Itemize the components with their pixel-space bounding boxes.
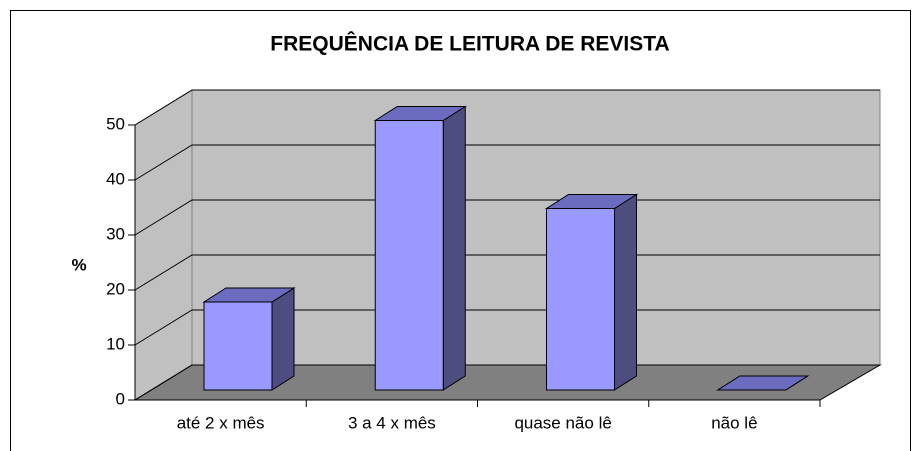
side-wall — [134, 89, 193, 401]
chart-title: FREQUÊNCIA DE LEITURA DE REVISTA — [270, 32, 669, 56]
y-tick-label: 40 — [106, 169, 125, 188]
y-tick-label: 50 — [106, 114, 125, 133]
bar-side — [442, 105, 466, 391]
back-wall — [191, 89, 881, 366]
x-tick-label: não lê — [711, 413, 757, 432]
bar — [716, 375, 810, 391]
y-tick-label: 30 — [106, 224, 125, 243]
bar-front — [546, 208, 615, 391]
bar-side — [271, 287, 295, 391]
grid-line — [134, 254, 880, 291]
y-axis-label: % — [71, 255, 86, 274]
grid-line — [134, 144, 880, 181]
bar — [373, 105, 467, 391]
bar-front — [374, 120, 444, 391]
grid-line — [134, 199, 880, 236]
grid-line — [134, 364, 880, 401]
bar — [202, 287, 296, 391]
y-tick-label: 20 — [106, 279, 125, 298]
x-tick-label: 3 a 4 x mês — [348, 413, 436, 432]
bar-side — [614, 193, 637, 391]
bar-top — [716, 375, 810, 391]
bar — [544, 193, 639, 391]
grid-line — [134, 309, 880, 346]
x-tick-label: quase não lê — [514, 413, 611, 432]
y-tick-label: 0 — [116, 389, 125, 408]
y-tick-label: 10 — [106, 334, 125, 353]
x-tick-label: até 2 x mês — [177, 413, 265, 432]
grid-line — [134, 89, 880, 126]
bar-front — [203, 301, 273, 391]
